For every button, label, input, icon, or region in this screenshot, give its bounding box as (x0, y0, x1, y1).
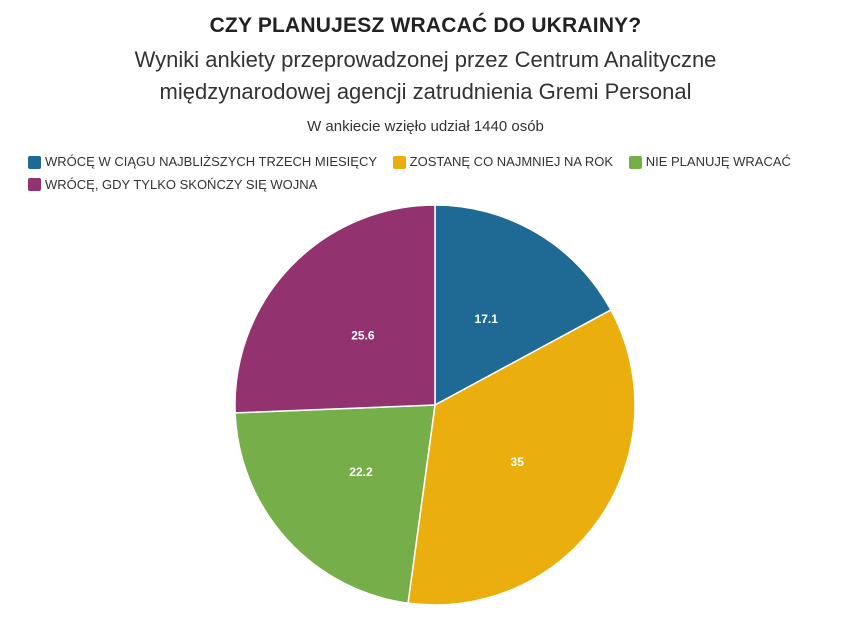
chart-caption: W ankiecie wzięło udział 1440 osób (307, 118, 544, 135)
legend-swatch (628, 155, 642, 169)
legend-label: WRÓCĘ, GDY TYLKO SKOŃCZY SIĘ WOJNA (45, 176, 318, 192)
legend-item-stay-one-year[interactable]: ZOSTANĘ CO NAJMNIEJ NA ROK (392, 152, 614, 172)
subtitle-line-2: międzynarodowej agencji zatrudnienia Gre… (159, 79, 692, 104)
legend-label: NIE PLANUJĘ WRACAĆ (645, 154, 791, 169)
pie-slice-after-war[interactable] (234, 204, 436, 414)
legend-item-after-war[interactable]: WRÓCĘ, GDY TYLKO SKOŃCZY SIĘ WOJNA (28, 175, 317, 195)
chart-title: CZY PLANUJESZ WRACAĆ DO UKRAINY? (209, 14, 642, 37)
data-label-after-war: 25.6 (351, 329, 375, 343)
data-label-not-returning: 22.2 (349, 465, 373, 479)
legend-swatch (392, 155, 406, 169)
data-label-return-3-months: 17.1 (475, 312, 499, 326)
pie-slice-stay-one-year[interactable] (407, 308, 636, 606)
chart-subtitle: Wyniki ankiety przeprowadzonej przez Cen… (0, 44, 851, 108)
legend-item-not-returning[interactable]: NIE PLANUJĘ WRACAĆ (628, 152, 791, 172)
legend-swatch (28, 155, 41, 169)
legend: WRÓCĘ W CIĄGU NAJBLIŻSZYCH TRZECH MIESIĘ… (28, 152, 828, 197)
legend-label: WRÓCĘ W CIĄGU NAJBLIŻSZYCH TRZECH MIESIĘ… (45, 154, 378, 169)
data-label-stay-one-year: 35 (511, 455, 525, 469)
pie-slice-return-3-months[interactable] (434, 204, 612, 407)
legend-swatch (28, 178, 41, 191)
legend-label: ZOSTANĘ CO NAJMNIEJ NA ROK (409, 154, 614, 169)
subtitle-line-1: Wyniki ankiety przeprowadzonej przez Cen… (134, 47, 717, 72)
pie-slice-not-returning[interactable] (234, 404, 436, 605)
legend-item-return-3-months[interactable]: WRÓCĘ W CIĄGU NAJBLIŻSZYCH TRZECH MIESIĘ… (28, 152, 377, 172)
